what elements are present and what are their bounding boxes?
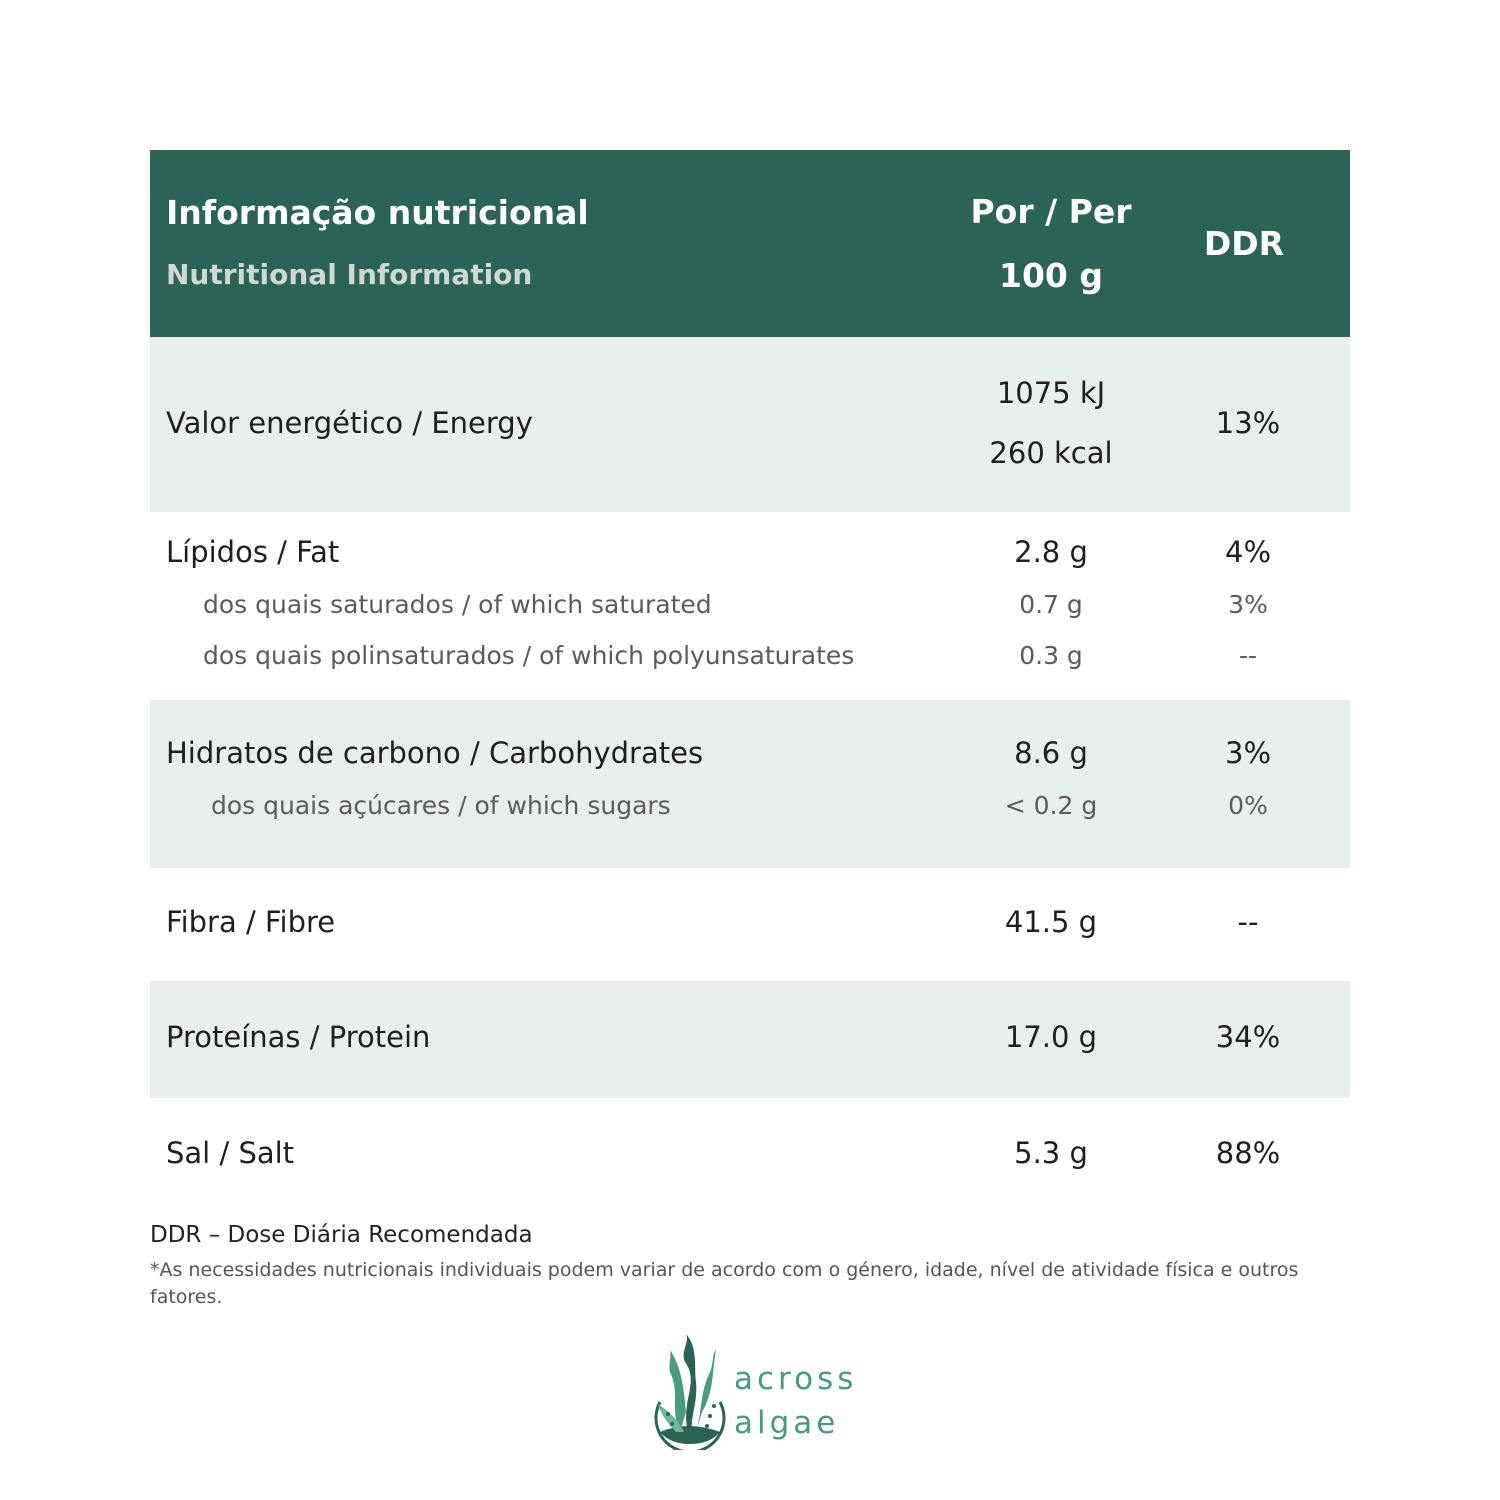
- disclaimer: *As necessidades nutricionais individuai…: [150, 1259, 1299, 1308]
- carbs-label: Hidratos de carbono / Carbohydrates: [166, 736, 704, 770]
- fibre-value: 41.5 g: [1004, 905, 1098, 939]
- row-band-protein: [150, 981, 1350, 1098]
- fibre-ddr: --: [1237, 905, 1259, 939]
- salt-value: 5.3 g: [1014, 1136, 1088, 1170]
- sugars-value: < 0.2 g: [1004, 791, 1098, 820]
- fat-label: Lípidos / Fat: [166, 535, 340, 569]
- protein-label: Proteínas / Protein: [166, 1020, 431, 1054]
- fat-value: 2.8 g: [1014, 535, 1088, 569]
- sugars-label: dos quais açúcares / of which sugars: [211, 791, 671, 820]
- carbs-ddr: 3%: [1224, 736, 1272, 770]
- energy-kj: 1075 kJ: [996, 376, 1106, 410]
- saturated-ddr: 3%: [1228, 590, 1268, 619]
- fat-ddr: 4%: [1224, 535, 1272, 569]
- table-header: [150, 150, 1350, 337]
- energy-ddr: 13%: [1215, 406, 1281, 440]
- logo-text-line2: algae: [734, 1405, 840, 1441]
- energy-kcal: 260 kcal: [989, 436, 1113, 470]
- seaweed-logo-icon: [654, 1334, 726, 1450]
- polyunsat-label: dos quais polinsaturados / of which poly…: [203, 641, 855, 670]
- carbs-value: 8.6 g: [1014, 736, 1088, 770]
- protein-ddr: 34%: [1215, 1020, 1281, 1054]
- saturated-label: dos quais saturados / of which saturated: [203, 590, 712, 619]
- row-band-energy: [150, 337, 1350, 512]
- fibre-label: Fibra / Fibre: [166, 905, 336, 939]
- per-amount: 100 g: [999, 256, 1103, 295]
- polyunsat-ddr: --: [1238, 641, 1258, 670]
- polyunsat-value: 0.3 g: [1019, 641, 1083, 670]
- per-label: Por / Per: [970, 192, 1132, 231]
- logo-text-line1: across: [734, 1361, 858, 1397]
- salt-ddr: 88%: [1215, 1136, 1281, 1170]
- sugars-ddr: 0%: [1228, 791, 1268, 820]
- energy-label: Valor energético / Energy: [166, 406, 533, 440]
- row-band-carbs: [150, 700, 1350, 868]
- title-en: Nutritional Information: [166, 258, 533, 291]
- ddr-header: DDR: [1203, 224, 1285, 263]
- title-pt: Informação nutricional: [166, 193, 589, 232]
- saturated-value: 0.7 g: [1019, 590, 1083, 619]
- ddr-note: DDR – Dose Diária Recomendada: [150, 1222, 533, 1248]
- protein-value: 17.0 g: [1004, 1020, 1098, 1054]
- salt-label: Sal / Salt: [166, 1136, 295, 1170]
